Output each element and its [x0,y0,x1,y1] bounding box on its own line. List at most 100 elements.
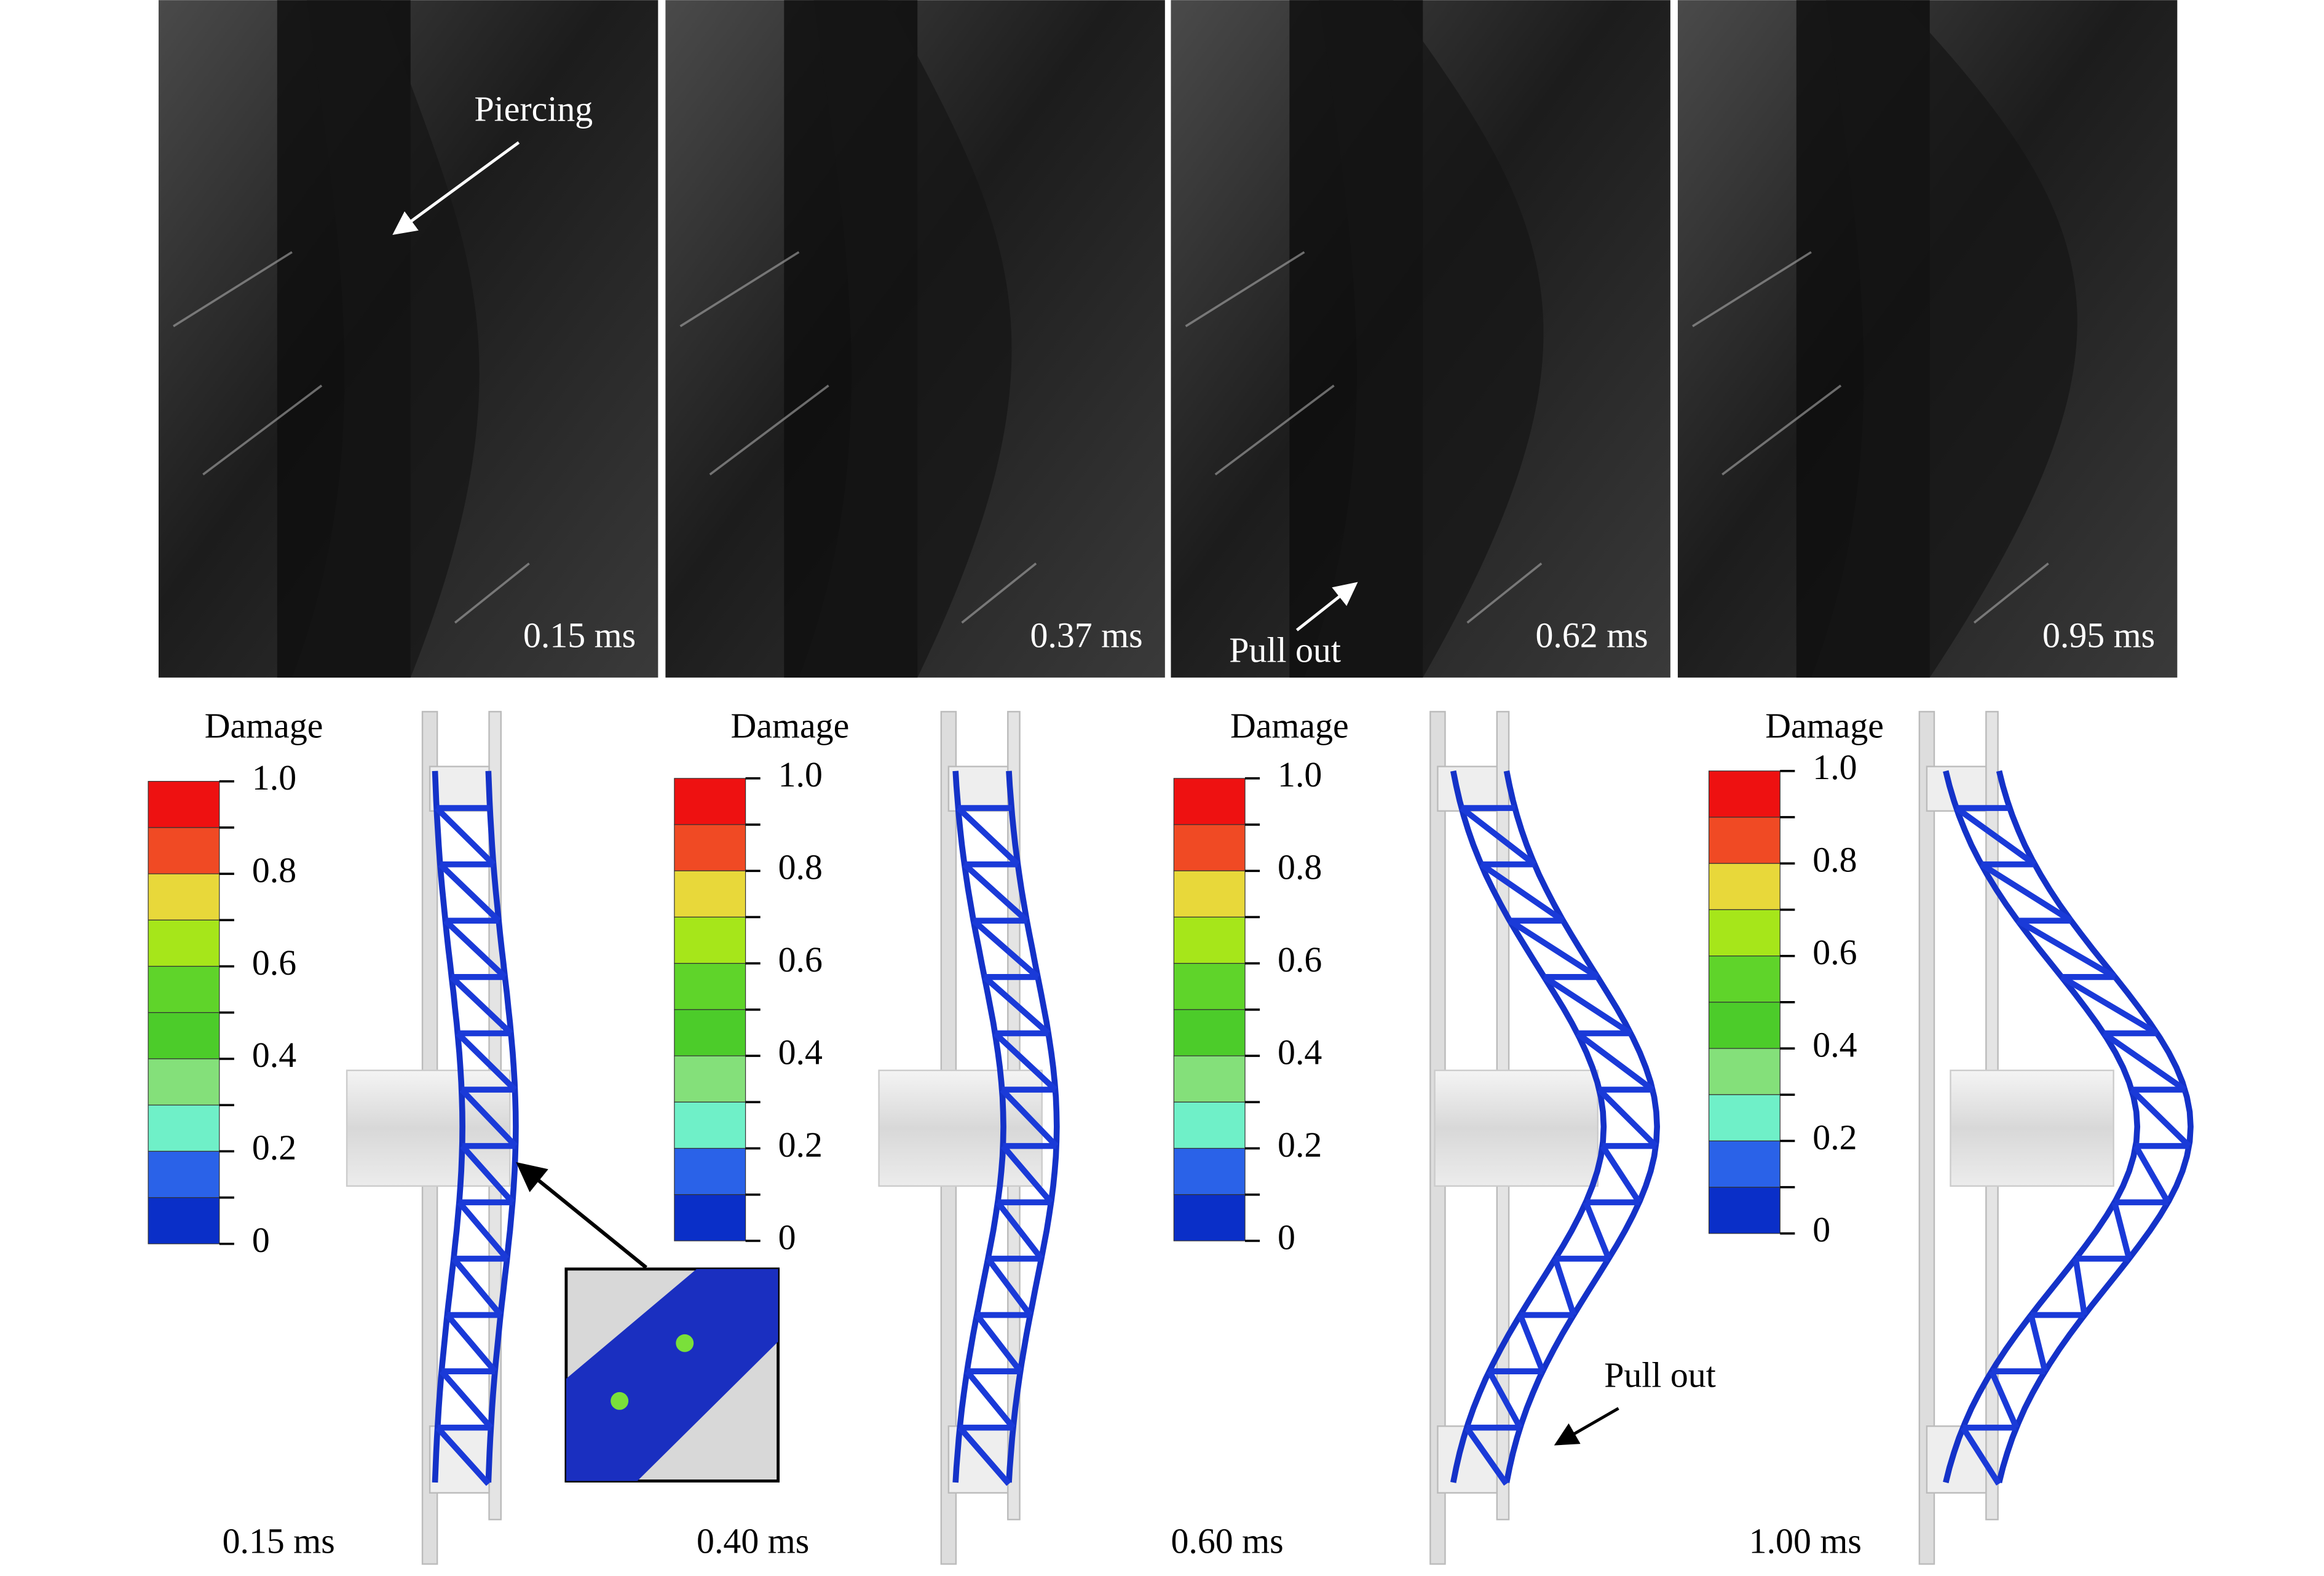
legend-band [148,1150,220,1198]
clamp [429,766,490,812]
clamp [1437,766,1498,812]
legend-band [148,1197,220,1245]
legend-tick-label: 0.2 [252,1128,296,1168]
truss-diagonal [443,918,507,980]
photo-deformation [799,0,1012,678]
truss-diagonal [1543,974,1632,1036]
legend-tick-label: 0 [1278,1217,1295,1257]
truss-diagonal [995,1200,1044,1261]
projectile [1950,1069,2114,1187]
truss-diagonal [2073,1258,2088,1316]
inset-damage [611,1392,629,1410]
legend-band [1173,824,1246,871]
legend-tick-label: 0.4 [1278,1032,1322,1072]
truss-diagonal [993,1031,1057,1092]
truss-diagonal [971,918,1040,980]
legend-band [674,824,746,871]
truss-diagonal [449,975,513,1035]
legend-band [674,1194,746,1241]
sim-time: 0.40 ms [697,1521,809,1561]
truss-diagonal [982,975,1051,1036]
legend-band [1708,956,1781,1003]
truss-diagonal [2101,1031,2187,1093]
photo-time: 0.37 ms [1030,616,1142,655]
legend-band [1708,1048,1781,1095]
photo-time: 0.15 ms [523,616,636,655]
truss-diagonal [1552,1257,1577,1316]
legend-band [1173,1194,1246,1241]
truss-diagonal [1460,806,1536,867]
legend-band [148,965,220,1013]
annotation-arrow [392,141,520,235]
legend-band [1708,770,1781,818]
truss-chord [1996,770,2194,1484]
sim-annotation: Pull out [1604,1355,1716,1395]
legend-band [148,781,220,828]
truss-diagonal [1954,806,2037,867]
truss-diagonal [451,1256,503,1317]
truss-diagonal [1988,1370,2020,1429]
truss-diagonal [2133,1144,2171,1204]
legend-tick-label: 0.4 [252,1035,296,1075]
sim-time: 1.00 ms [1749,1521,1862,1561]
truss-diagonal [1464,1425,1509,1486]
truss-diagonal [2060,974,2159,1036]
truss-diagonal [974,1313,1023,1374]
truss-diagonal [455,1031,517,1092]
inset-damage [676,1334,694,1352]
legend-tick-label: 0.2 [1812,1117,1857,1157]
legend-band [148,827,220,874]
truss-diagonal [459,1087,518,1149]
truss-diagonal [1600,1144,1642,1204]
legend-tick-label: 0.2 [778,1125,823,1165]
truss-diagonal [1575,1031,1654,1092]
clamp [1926,1425,1987,1494]
photo-time: 0.95 ms [2042,616,2155,655]
truss-diagonal [1000,1087,1059,1149]
truss-diagonal [2028,1314,2048,1372]
legend-tick-label: 0.2 [1278,1125,1322,1165]
annotation-arrow [1554,1407,1619,1446]
photo-scratches [173,251,530,624]
truss-diagonal [1479,861,1565,924]
legend-band [674,778,746,825]
legend-band [1708,1140,1781,1188]
legend-tick-label: 0.8 [252,850,296,890]
photo-deformation [1811,0,2077,678]
photo-annotation: Piercing [474,89,593,129]
truss-diagonal [1000,1144,1054,1205]
truss-diagonal [460,1144,515,1205]
photo-scratches [679,251,1037,624]
truss-diagonal [1980,861,2073,924]
truss-diagonal [1583,1201,1611,1260]
legend-band [1173,916,1246,964]
legend-band [148,873,220,921]
truss-chord [1503,770,1661,1483]
legend-tick-label: 0.8 [1812,839,1857,879]
legend-tick-label: 0.8 [1278,847,1322,887]
legend-tick-label: 0.4 [1812,1024,1857,1064]
truss-diagonal [434,806,496,867]
legend-tick-label: 1.0 [1812,747,1857,787]
legend-tick-label: 0 [1812,1210,1830,1249]
legend-title: Damage [731,706,850,746]
legend-band [674,1009,746,1056]
truss-diagonal [956,806,1020,867]
legend-band [1173,963,1246,1010]
annotation-arrow [1295,582,1358,632]
legend-band [1173,870,1246,918]
inset-arrow [516,1162,647,1269]
legend-band [148,1104,220,1152]
legend-tick-label: 0.6 [1278,940,1322,980]
frame-bar [1918,711,1935,1565]
truss-diagonal [1508,918,1600,980]
legend-tick-label: 1.0 [252,758,296,798]
photo-deformation [1304,0,1544,678]
legend-title: Damage [1230,706,1349,746]
legend-band [1173,1147,1246,1195]
legend-band [674,916,746,964]
legend-tick-label: 1.0 [1278,754,1322,794]
sim-time: 0.15 ms [223,1521,335,1561]
truss-diagonal [957,1425,1011,1486]
